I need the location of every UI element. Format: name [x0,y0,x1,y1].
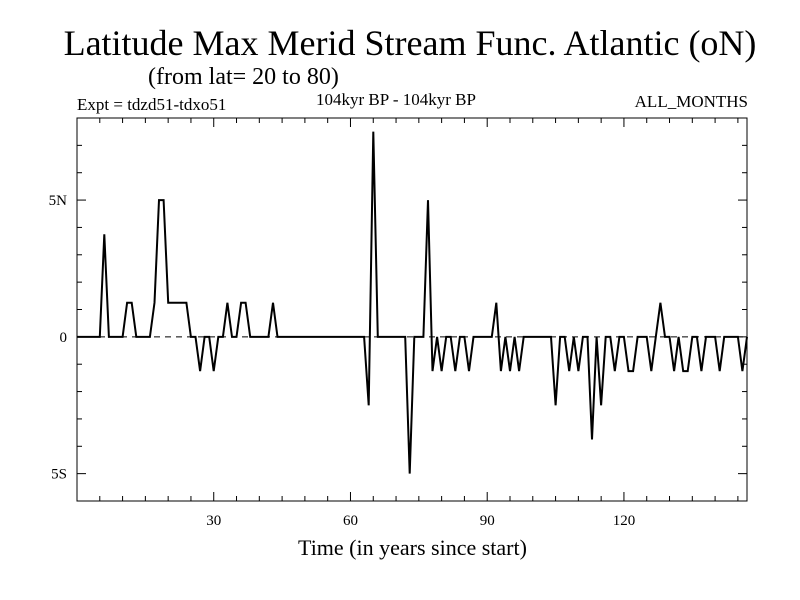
x-axis-label: Time (in years since start) [298,535,527,560]
plot-frame [76,117,748,502]
chart-subtitle: (from lat= 20 to 80) [148,64,339,90]
y-tick-label: 5S [51,467,67,483]
series-line-lat_max [77,131,748,474]
experiment-label: Expt = tdzd51-tdxo51 [77,95,227,114]
y-tick-label: 5N [49,193,68,209]
y-tick-label: 0 [60,330,68,346]
x-tick-label: 30 [206,513,221,529]
chart-title: Latitude Max Merid Stream Func. Atlantic… [63,23,757,63]
x-tick-label: 60 [343,513,358,529]
x-tick-label: 90 [480,513,495,529]
period-label: 104kyr BP - 104kyr BP [316,90,476,109]
x-tick-label: 120 [613,513,636,529]
months-label: ALL_MONTHS [634,92,748,111]
